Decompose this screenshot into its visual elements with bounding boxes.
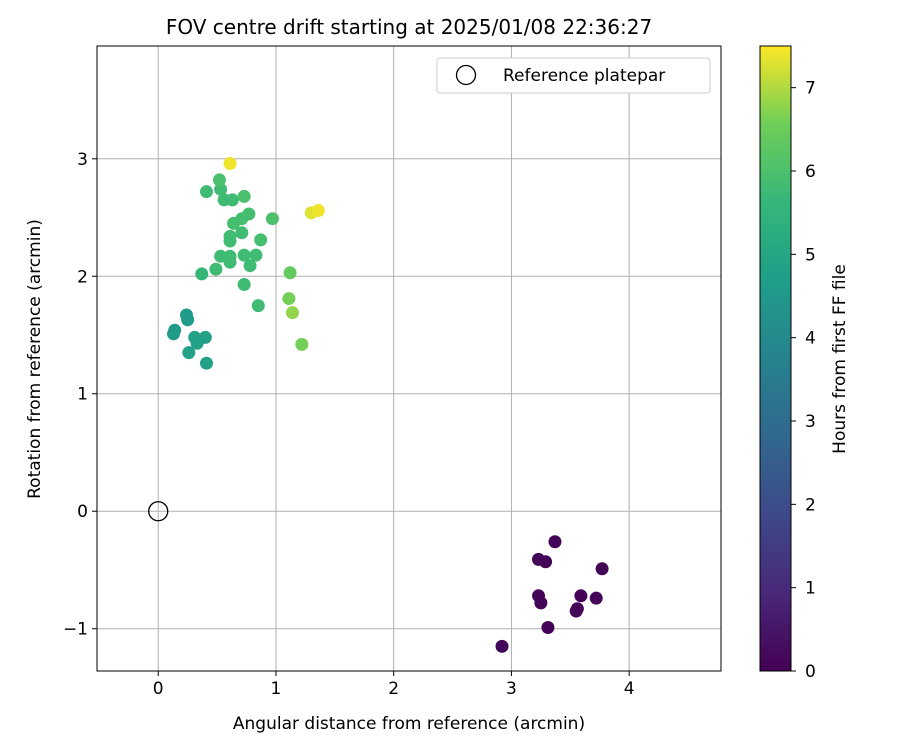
- y-tick-label: −1: [63, 620, 88, 640]
- data-point: [249, 248, 263, 262]
- y-axis-label: Rotation from reference (arcmin): [25, 219, 45, 499]
- y-axis-ticks: −1 0 1 2 3: [63, 150, 97, 640]
- legend-marker: [455, 64, 477, 86]
- data-point: [182, 346, 196, 360]
- data-point: [212, 173, 226, 187]
- x-axis-ticks: 0 1 2 3 4: [153, 671, 635, 699]
- y-tick-label: 3: [77, 150, 88, 170]
- data-point: [282, 292, 296, 306]
- data-point: [237, 248, 251, 262]
- data-point: [548, 535, 562, 549]
- data-point: [242, 207, 256, 221]
- colorbar-tick-label: 6: [805, 162, 816, 182]
- data-point: [311, 203, 325, 217]
- data-point: [265, 212, 279, 226]
- data-point: [188, 330, 202, 344]
- reference-platepar-marker: [148, 501, 169, 522]
- data-point: [254, 233, 268, 247]
- data-points: [167, 156, 609, 653]
- data-point: [283, 266, 297, 280]
- colorbar-tick-label: 4: [805, 329, 816, 349]
- data-point: [198, 330, 212, 344]
- data-point: [495, 639, 509, 653]
- chart-title: FOV centre drift starting at 2025/01/08 …: [166, 15, 652, 39]
- data-point: [285, 306, 299, 320]
- data-point: [251, 299, 265, 313]
- data-point: [589, 591, 603, 605]
- data-point: [168, 323, 182, 337]
- y-tick-label: 2: [77, 267, 88, 287]
- colorbar-tick-label: 1: [805, 579, 816, 599]
- colorbar-tick-label: 5: [805, 245, 816, 265]
- x-tick-label: 2: [388, 679, 399, 699]
- legend-box: [436, 57, 711, 94]
- legend: Reference platepar: [436, 57, 711, 94]
- colorbar-tick-label: 7: [805, 79, 816, 99]
- colorbar-tick-label: 3: [805, 412, 816, 432]
- data-point: [569, 604, 583, 618]
- colorbar-gradient: [759, 45, 792, 672]
- x-tick-label: 4: [624, 679, 635, 699]
- x-axis-label: Angular distance from reference (arcmin): [233, 714, 585, 734]
- data-point: [214, 249, 228, 263]
- colorbar: 0 1 2 3 4 5 6 7 Hours from first FF file: [759, 45, 850, 682]
- data-point: [595, 562, 609, 576]
- data-point: [237, 189, 251, 203]
- data-point: [199, 185, 213, 199]
- x-tick-label: 0: [153, 679, 164, 699]
- colorbar-ticks: 0 1 2 3 4 5 6 7: [791, 79, 816, 682]
- data-point: [223, 249, 237, 263]
- data-point: [243, 259, 257, 273]
- colorbar-tick-label: 0: [805, 662, 816, 682]
- data-point: [195, 267, 209, 281]
- reference-marker-group: [148, 501, 169, 522]
- data-point: [209, 262, 223, 276]
- data-point: [539, 555, 553, 569]
- data-point: [237, 277, 251, 291]
- colorbar-label: Hours from first FF file: [830, 264, 850, 454]
- y-tick-label: 1: [77, 385, 88, 405]
- data-point: [574, 589, 588, 603]
- legend-label: Reference platepar: [503, 66, 665, 86]
- x-tick-label: 3: [506, 679, 517, 699]
- data-point: [295, 337, 309, 351]
- data-point: [223, 229, 237, 243]
- x-tick-label: 1: [271, 679, 282, 699]
- data-point: [179, 308, 193, 322]
- data-point: [199, 356, 213, 370]
- data-point: [534, 596, 548, 610]
- data-point: [225, 193, 239, 207]
- data-point: [235, 226, 249, 240]
- data-point: [223, 156, 237, 170]
- grid: [97, 46, 721, 671]
- colorbar-tick-label: 2: [805, 495, 816, 515]
- y-tick-label: 0: [77, 502, 88, 522]
- plot-frame: [96, 45, 722, 672]
- data-point: [541, 621, 555, 635]
